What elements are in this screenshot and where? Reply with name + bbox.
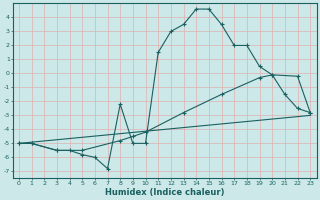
X-axis label: Humidex (Indice chaleur): Humidex (Indice chaleur) bbox=[105, 188, 224, 197]
